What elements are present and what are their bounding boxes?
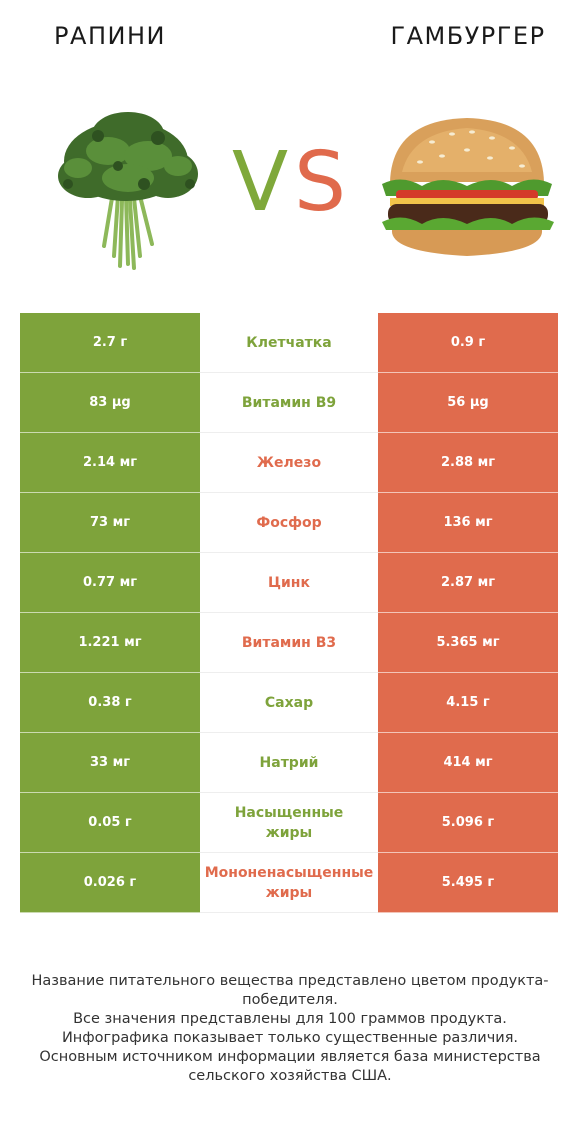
right-value-cell: 414 мг [378, 733, 558, 793]
left-value-cell: 33 мг [20, 733, 200, 793]
right-food-title: ГАМБУРГЕР [390, 22, 546, 50]
footer-line: Основным источником информации является … [39, 1049, 541, 1084]
vs-letter-v: V [232, 135, 289, 230]
footer-line: Все значения представлены для 100 граммо… [73, 1011, 507, 1027]
nutrient-label: Витамин B9 [200, 373, 378, 433]
table-row: 2.7 г Клетчатка 0.9 г [20, 313, 558, 373]
left-value-cell: 73 мг [20, 493, 200, 553]
footer-line: Инфографика показывает только существенн… [61, 1030, 519, 1046]
right-value-cell: 136 мг [378, 493, 558, 553]
comparison-table: 2.7 г Клетчатка 0.9 г 83 µg Витамин B9 56 µg 2… [20, 313, 558, 913]
right-value-cell: 5.365 мг [378, 613, 558, 673]
nutrient-label: Железо [200, 433, 378, 493]
left-value-cell: 0.77 мг [20, 553, 200, 613]
left-value-cell: 0.026 г [20, 853, 200, 913]
left-value-cell: 0.38 г [20, 673, 200, 733]
left-food-title: РАПИНИ [54, 22, 166, 50]
versus-label: V S [224, 138, 354, 228]
right-value-cell: 5.495 г [378, 853, 558, 913]
right-value-cell: 4.15 г [378, 673, 558, 733]
table-row: 1.221 мг Витамин B3 5.365 мг [20, 613, 558, 673]
vs-letter-s: S [294, 135, 347, 230]
left-value-cell: 83 µg [20, 373, 200, 433]
rapini-image [58, 112, 198, 270]
right-value-cell: 2.87 мг [378, 553, 558, 613]
nutrient-label: Сахар [200, 673, 378, 733]
right-value-cell: 0.9 г [378, 313, 558, 373]
nutrient-label: Витамин B3 [200, 613, 378, 673]
nutrient-label: Клетчатка [200, 313, 378, 373]
left-value-cell: 0.05 г [20, 793, 200, 853]
table-row: 73 мг Фосфор 136 мг [20, 493, 558, 553]
footer-line: Название питательного вещества представл… [31, 973, 549, 1008]
right-value-cell: 56 µg [378, 373, 558, 433]
left-value-cell: 1.221 мг [20, 613, 200, 673]
nutrient-label: Фосфор [200, 493, 378, 553]
nutrient-label: Насыщенные жиры [200, 793, 378, 853]
right-value-cell: 2.88 мг [378, 433, 558, 493]
nutrient-label: Цинк [200, 553, 378, 613]
table-row: 2.14 мг Железо 2.88 мг [20, 433, 558, 493]
table-row: 83 µg Витамин B9 56 µg [20, 373, 558, 433]
right-value-cell: 5.096 г [378, 793, 558, 853]
nutrient-label: Мононенасыщенные жиры [200, 853, 378, 913]
left-value-cell: 2.14 мг [20, 433, 200, 493]
table-row: 0.77 мг Цинк 2.87 мг [20, 553, 558, 613]
left-value-cell: 2.7 г [20, 313, 200, 373]
table-row: 33 мг Натрий 414 мг [20, 733, 558, 793]
table-row: 0.38 г Сахар 4.15 г [20, 673, 558, 733]
nutrient-label: Натрий [200, 733, 378, 793]
table-row: 0.026 г Мононенасыщенные жиры 5.495 г [20, 853, 558, 913]
hamburger-image [382, 118, 554, 256]
table-row: 0.05 г Насыщенные жиры 5.096 г [20, 793, 558, 853]
footer-notes: Название питательного вещества представл… [20, 972, 560, 1086]
